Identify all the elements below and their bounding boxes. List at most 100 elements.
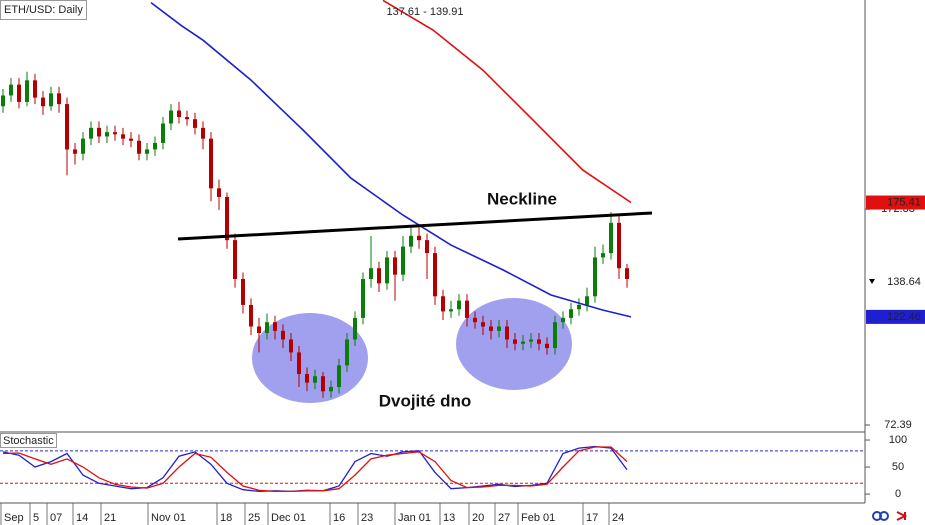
candle-body (353, 317, 357, 340)
candle-body (521, 341, 525, 344)
candle-body (129, 138, 133, 141)
pane-title: Stochastic (3, 435, 54, 447)
candle-body (193, 119, 197, 128)
candle-body (169, 110, 173, 124)
candle-body (217, 188, 221, 197)
candle-body (73, 149, 77, 154)
x-tick-label: 16 (333, 512, 345, 524)
candle-body (177, 110, 181, 118)
candle-body (569, 309, 573, 318)
candle-body (105, 132, 109, 137)
candle-body (433, 253, 437, 297)
candle-body (473, 317, 477, 323)
x-tick-label: 23 (361, 512, 373, 524)
toolbar-icons (872, 511, 908, 521)
y-tick-label: 50 (892, 461, 904, 473)
candle-body (289, 339, 293, 353)
price-tag-label: 138.64 (887, 276, 921, 288)
candle-body (377, 268, 381, 284)
candle-body (625, 268, 629, 280)
candle-body (337, 365, 341, 387)
x-tick-label: 25 (248, 512, 260, 524)
stochastic-pane (0, 445, 865, 493)
candle-body (241, 279, 245, 305)
candle-body (577, 304, 581, 310)
price-tag (866, 195, 925, 210)
x-tick-label: 24 (612, 512, 624, 524)
candle-body (489, 326, 493, 331)
price-pane (1, 0, 632, 398)
moving-average (150, 1, 632, 318)
candle-body (89, 127, 93, 139)
candle-body (153, 142, 157, 150)
title-box (0, 0, 87, 20)
candle-body (137, 140, 141, 154)
candle-body (209, 138, 213, 189)
candle-body (449, 309, 453, 312)
candle-body (497, 326, 501, 331)
candle-body (65, 104, 69, 150)
candle-body (41, 97, 45, 107)
candle-body (417, 235, 421, 241)
candle-body (249, 304, 253, 327)
candle-body (393, 257, 397, 275)
link-icon[interactable] (879, 511, 889, 521)
candle-body (505, 326, 509, 340)
x-tick-label: Nov 01 (151, 512, 186, 524)
candle-body (385, 257, 389, 284)
candle-body (321, 376, 325, 392)
x-tick-label: Jan 01 (398, 512, 431, 524)
x-tick-label: 13 (443, 512, 455, 524)
candle-body (369, 268, 373, 280)
chart-title: ETH/USD: Daily (4, 4, 83, 16)
candle-body (121, 134, 125, 139)
x-tick-label: 20 (472, 512, 484, 524)
candle-body (409, 235, 413, 247)
chart-subtitle: 137.61 - 139.91 (386, 6, 463, 18)
x-tick-label: 5 (33, 512, 39, 524)
candle-body (25, 80, 29, 102)
candle-body (81, 138, 85, 154)
candle-body (97, 127, 101, 137)
x-tick-label: Feb 01 (521, 512, 555, 524)
candle-body (529, 339, 533, 342)
neckline (177, 211, 653, 241)
price-tag-label: 175.41 (887, 196, 921, 208)
moving-average (382, 0, 632, 204)
highlight-ellipse (456, 298, 572, 390)
candle-body (593, 257, 597, 297)
candle-body (457, 300, 461, 310)
x-tick-label: Dec 01 (271, 512, 306, 524)
arrow-icon[interactable] (896, 511, 908, 521)
candle-body (465, 300, 469, 318)
y-tick-label: 0 (895, 488, 901, 500)
candle-body (585, 296, 589, 305)
price-marker (869, 278, 875, 284)
candle-body (481, 322, 485, 327)
candle-body (17, 84, 21, 102)
candle-body (617, 222, 621, 269)
candle-body (1, 95, 5, 107)
candle-body (441, 296, 445, 312)
candle-body (161, 123, 165, 143)
candle-body (561, 317, 565, 323)
candle-body (49, 93, 53, 107)
y-tick-label: 100 (889, 434, 907, 446)
candle-body (601, 253, 605, 258)
candle-body (401, 246, 405, 275)
candle-body (33, 80, 37, 98)
candle-body (305, 374, 309, 383)
annotation: Neckline (487, 189, 557, 208)
price-tag-label: 122.46 (887, 311, 921, 323)
candle-body (185, 117, 189, 120)
candle-body (361, 279, 365, 318)
candle-body (145, 149, 149, 154)
candle-body (425, 240, 429, 254)
x-tick-label: 21 (104, 512, 116, 524)
candle-body (281, 330, 285, 340)
x-tick-label: 07 (50, 512, 62, 524)
candle-body (225, 196, 229, 241)
candle-body (537, 339, 541, 344)
